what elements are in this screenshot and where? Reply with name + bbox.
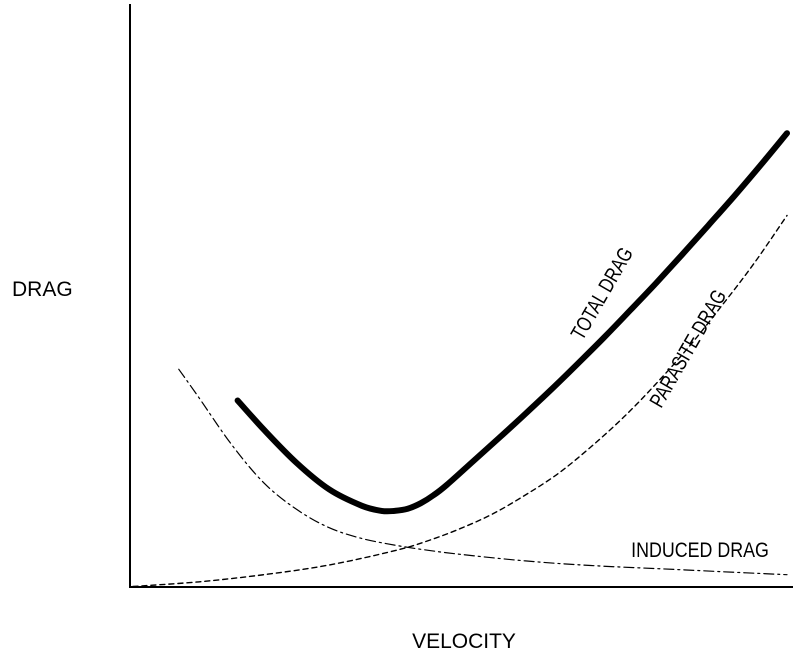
total-drag-label: TOTAL DRAG (566, 243, 638, 343)
y-axis-title: DRAG (12, 278, 73, 301)
parasite-drag-line (132, 214, 788, 588)
x-axis-title: VELOCITY (412, 630, 516, 653)
induced-drag-label: INDUCED DRAG (631, 539, 769, 563)
parasite-drag-label: PARASITE DRAG (645, 286, 731, 412)
induced-drag-line (178, 368, 788, 576)
total-drag-line (234, 130, 790, 515)
series-layer (132, 130, 790, 588)
